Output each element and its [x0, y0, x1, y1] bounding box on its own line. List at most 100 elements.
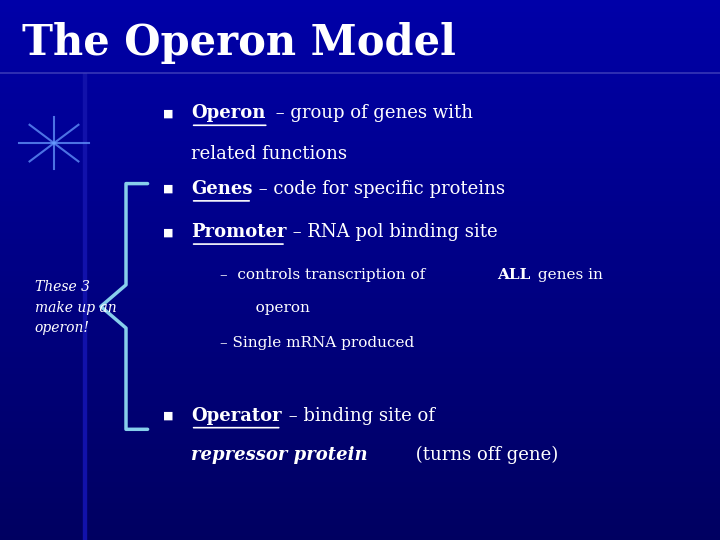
Text: – group of genes with: – group of genes with	[270, 104, 473, 123]
Bar	[0, 200, 720, 205]
Bar	[0, 313, 720, 319]
Bar	[0, 362, 720, 367]
Bar	[0, 524, 720, 529]
Bar	[0, 86, 720, 92]
Text: – Single mRNA produced: – Single mRNA produced	[220, 336, 414, 350]
Bar	[0, 389, 720, 394]
Bar	[0, 497, 720, 502]
Bar	[0, 221, 720, 227]
Bar	[0, 486, 720, 491]
Bar	[0, 49, 720, 54]
Text: ■: ■	[163, 109, 174, 118]
Bar	[0, 11, 720, 16]
Bar	[0, 286, 720, 292]
Bar	[0, 238, 720, 243]
Bar	[0, 205, 720, 211]
Bar	[0, 275, 720, 281]
Bar	[0, 22, 720, 27]
Bar	[0, 119, 720, 124]
Bar	[0, 383, 720, 389]
Bar	[0, 232, 720, 238]
Bar	[0, 243, 720, 248]
Text: ■: ■	[163, 227, 174, 237]
Bar	[0, 270, 720, 275]
Bar	[0, 378, 720, 383]
Text: Genes: Genes	[191, 180, 252, 198]
Text: related functions: related functions	[191, 145, 347, 163]
Bar	[0, 297, 720, 302]
Bar	[0, 464, 720, 470]
Bar	[0, 108, 720, 113]
Text: Promoter: Promoter	[191, 223, 287, 241]
Bar	[0, 513, 720, 518]
Text: These 3
make up an
operon!: These 3 make up an operon!	[35, 280, 116, 335]
Text: Operon: Operon	[191, 104, 265, 123]
Bar	[0, 351, 720, 356]
Bar	[0, 367, 720, 373]
Text: ■: ■	[163, 411, 174, 421]
Bar	[0, 302, 720, 308]
Bar	[0, 65, 720, 70]
Bar	[0, 437, 720, 443]
Bar	[0, 92, 720, 97]
Bar	[0, 491, 720, 497]
Bar	[0, 254, 720, 259]
Bar	[0, 113, 720, 119]
Bar	[0, 124, 720, 130]
Bar	[0, 508, 720, 513]
Bar	[0, 178, 720, 184]
Bar	[0, 405, 720, 410]
Bar	[0, 340, 720, 346]
Bar	[0, 265, 720, 270]
Bar	[0, 81, 720, 86]
Bar	[0, 308, 720, 313]
Bar	[0, 335, 720, 340]
Bar	[0, 211, 720, 216]
Text: The Operon Model: The Operon Model	[22, 22, 456, 64]
Text: ■: ■	[163, 184, 174, 194]
Bar	[0, 130, 720, 135]
Bar	[0, 529, 720, 535]
Text: ALL: ALL	[497, 268, 530, 282]
Bar	[0, 227, 720, 232]
Bar	[0, 103, 720, 108]
Bar	[0, 432, 720, 437]
Bar	[0, 454, 720, 459]
Bar	[0, 146, 720, 151]
Bar	[0, 157, 720, 162]
Bar	[0, 410, 720, 416]
Text: operon: operon	[241, 301, 310, 315]
Text: –  controls transcription of: – controls transcription of	[220, 268, 430, 282]
Text: (turns off gene): (turns off gene)	[410, 446, 559, 464]
Bar	[0, 167, 720, 173]
Text: – code for specific proteins: – code for specific proteins	[253, 180, 505, 198]
Bar	[0, 259, 720, 265]
Bar	[0, 43, 720, 49]
Bar	[83, 73, 86, 540]
Bar	[0, 394, 720, 400]
Bar	[0, 151, 720, 157]
Bar	[0, 448, 720, 454]
Bar	[0, 248, 720, 254]
Bar	[0, 470, 720, 475]
Bar	[0, 535, 720, 540]
Bar	[0, 76, 720, 81]
Bar	[0, 184, 720, 189]
Bar	[0, 27, 720, 32]
Bar	[0, 0, 720, 5]
Bar	[0, 373, 720, 378]
Bar	[0, 416, 720, 421]
Bar	[0, 292, 720, 297]
Bar	[0, 502, 720, 508]
Bar	[0, 481, 720, 486]
Bar	[0, 70, 720, 76]
Text: Operator: Operator	[191, 407, 282, 425]
Bar	[0, 216, 720, 221]
Bar	[0, 518, 720, 524]
Bar	[0, 5, 720, 11]
Bar	[0, 140, 720, 146]
Bar	[0, 346, 720, 351]
Bar	[0, 421, 720, 427]
Bar	[0, 162, 720, 167]
Bar	[0, 189, 720, 194]
